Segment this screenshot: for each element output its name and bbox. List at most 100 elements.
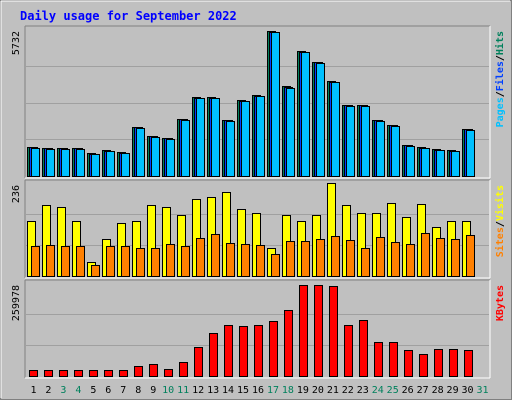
bar-sites-day-21: [331, 236, 340, 277]
bar-kbytes-day-16: [254, 325, 263, 377]
bar-sites-day-8: [136, 248, 145, 277]
bar-kbytes-day-29: [449, 349, 458, 377]
panel-legend: Sites/Visits: [494, 185, 506, 257]
bar-kbytes-day-5: [89, 370, 98, 377]
bar-pages-day-14: [226, 121, 235, 177]
bar-sites-day-1: [31, 246, 40, 277]
bar-pages-day-23: [361, 106, 370, 177]
bar-kbytes-day-11: [179, 362, 188, 377]
bar-sites-day-16: [256, 245, 265, 277]
bar-kbytes-day-17: [269, 321, 278, 377]
bar-sites-day-28: [436, 238, 445, 277]
x-tick-label: 21: [327, 385, 339, 396]
bar-kbytes-day-13: [209, 333, 218, 377]
bar-kbytes-day-9: [149, 364, 158, 377]
bar-sites-day-24: [376, 237, 385, 277]
bar-sites-day-14: [226, 243, 235, 277]
bar-sites-day-25: [391, 242, 400, 277]
x-tick-label: 24: [372, 385, 384, 396]
bar-kbytes-day-28: [434, 349, 443, 377]
bar-pages-day-29: [451, 151, 460, 177]
bar-kbytes-day-10: [164, 369, 173, 377]
bar-sites-day-19: [301, 241, 310, 277]
x-tick-label: 30: [462, 385, 474, 396]
bar-pages-day-12: [196, 98, 205, 177]
x-tick-label: 11: [177, 385, 189, 396]
bar-pages-day-11: [181, 120, 190, 177]
bar-sites-day-18: [286, 241, 295, 277]
bar-pages-day-30: [466, 130, 475, 177]
x-tick-label: 19: [297, 385, 309, 396]
x-tick-label: 29: [447, 385, 459, 396]
x-tick-label: 2: [45, 385, 51, 396]
x-tick-label: 18: [282, 385, 294, 396]
bar-pages-day-17: [271, 32, 280, 177]
chart-panels: 5732Pages/Files/Hits236Sites/Visits25997…: [11, 25, 506, 379]
bar-pages-day-26: [406, 146, 415, 177]
x-tick-label: 27: [417, 385, 429, 396]
panel-bottom: 259978 KBytes: [11, 279, 506, 379]
bar-pages-day-20: [316, 63, 325, 177]
bar-kbytes-day-15: [239, 326, 248, 377]
bar-pages-day-18: [286, 88, 295, 177]
x-tick-label: 13: [207, 385, 219, 396]
bar-pages-day-7: [121, 153, 130, 177]
bar-sites-day-17: [271, 254, 280, 277]
x-tick-label: 23: [357, 385, 369, 396]
bar-pages-day-19: [301, 52, 310, 177]
bar-kbytes-day-19: [299, 285, 308, 377]
bar-sites-day-2: [46, 245, 55, 277]
bar-kbytes-day-8: [134, 366, 143, 377]
bar-kbytes-day-25: [389, 342, 398, 377]
legend-separator: /: [495, 221, 506, 227]
bar-pages-day-8: [136, 128, 145, 177]
bar-sites-day-15: [241, 244, 250, 277]
bar-pages-day-25: [391, 126, 400, 177]
legend-sites: Sites: [494, 227, 506, 257]
bar-pages-day-22: [346, 106, 355, 177]
bar-pages-day-24: [376, 121, 385, 177]
bar-sites-day-13: [211, 234, 220, 277]
x-tick-label: 7: [120, 385, 126, 396]
bar-kbytes-day-6: [104, 370, 113, 377]
legend-kbytes: KBytes: [495, 285, 506, 321]
panel-max-label: 5732: [11, 31, 22, 55]
panel-middle: 236 Sites/Visits: [11, 179, 506, 279]
bar-kbytes-day-1: [29, 370, 38, 377]
panel-legend: Pages/Files/Hits: [494, 31, 506, 127]
bar-pages-day-28: [436, 150, 445, 177]
bar-pages-day-3: [61, 149, 70, 177]
bar-kbytes-day-12: [194, 347, 203, 377]
bar-kbytes-day-21: [329, 286, 338, 377]
legend-separator: /: [495, 91, 506, 97]
bar-pages-day-16: [256, 96, 265, 177]
bar-kbytes-day-4: [74, 370, 83, 377]
panel-legend: KBytes: [495, 285, 506, 321]
bar-pages-day-2: [46, 149, 55, 177]
x-tick-label: 28: [432, 385, 444, 396]
bar-pages-day-13: [211, 98, 220, 177]
x-tick-label: 5: [90, 385, 96, 396]
bar-sites-day-5: [91, 265, 100, 277]
x-tick-label: 10: [162, 385, 174, 396]
bar-pages-day-4: [76, 149, 85, 177]
bar-kbytes-day-26: [404, 350, 413, 377]
bar-kbytes-day-23: [359, 320, 368, 377]
bar-sites-day-7: [121, 246, 130, 277]
bar-pages-day-6: [106, 151, 115, 177]
legend-visits: Visits: [494, 185, 506, 221]
x-tick-label: 26: [402, 385, 414, 396]
bar-kbytes-day-2: [44, 370, 53, 377]
bar-sites-day-20: [316, 239, 325, 277]
bar-kbytes-day-22: [344, 325, 353, 377]
bar-sites-day-11: [181, 246, 190, 277]
bar-sites-day-10: [166, 244, 175, 277]
bar-pages-day-27: [421, 148, 430, 177]
bar-sites-day-29: [451, 239, 460, 277]
legend-hits: Hits: [494, 31, 506, 55]
legend-files: Files: [494, 61, 506, 91]
bar-pages-day-5: [91, 154, 100, 177]
bar-pages-day-10: [166, 139, 175, 177]
